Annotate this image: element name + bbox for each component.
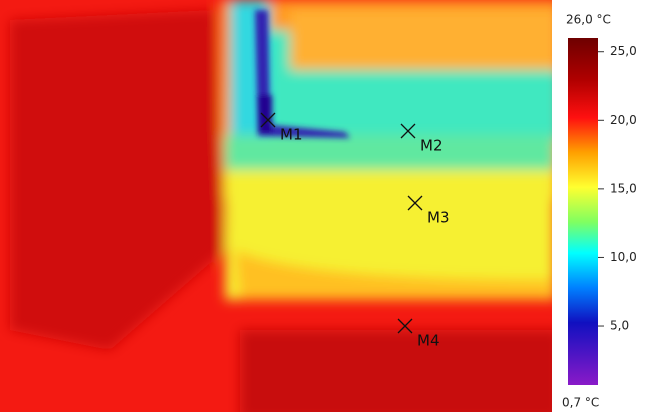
- tick-label: 5,0: [610, 319, 629, 333]
- tick-label: 20,0: [610, 113, 637, 127]
- marker-label: M4: [417, 332, 440, 350]
- scale-max-label: 26,0 °C: [566, 13, 611, 27]
- marker: M4: [397, 318, 440, 350]
- scale-min-label: 0,7 °C: [562, 396, 599, 410]
- marker: M2: [400, 123, 443, 155]
- color-scale: [568, 38, 598, 385]
- marker-cross: [407, 195, 423, 211]
- marker-label: M1: [280, 126, 303, 144]
- marker: M1: [260, 112, 303, 144]
- markers: M1 M2 M3 M4: [260, 112, 450, 350]
- marker: M3: [407, 195, 450, 227]
- tick-label: 10,0: [610, 250, 637, 264]
- marker-cross: [260, 112, 276, 128]
- thermal-image: [0, 0, 552, 412]
- marker-label: M3: [427, 209, 450, 227]
- tick-label: 15,0: [610, 181, 637, 195]
- marker-cross: [400, 123, 416, 139]
- scale-ticks: 25,0 20,0 15,0 10,0 5,0: [598, 44, 637, 333]
- tick-label: 25,0: [610, 44, 637, 58]
- marker-label: M2: [420, 137, 443, 155]
- marker-cross: [397, 318, 413, 334]
